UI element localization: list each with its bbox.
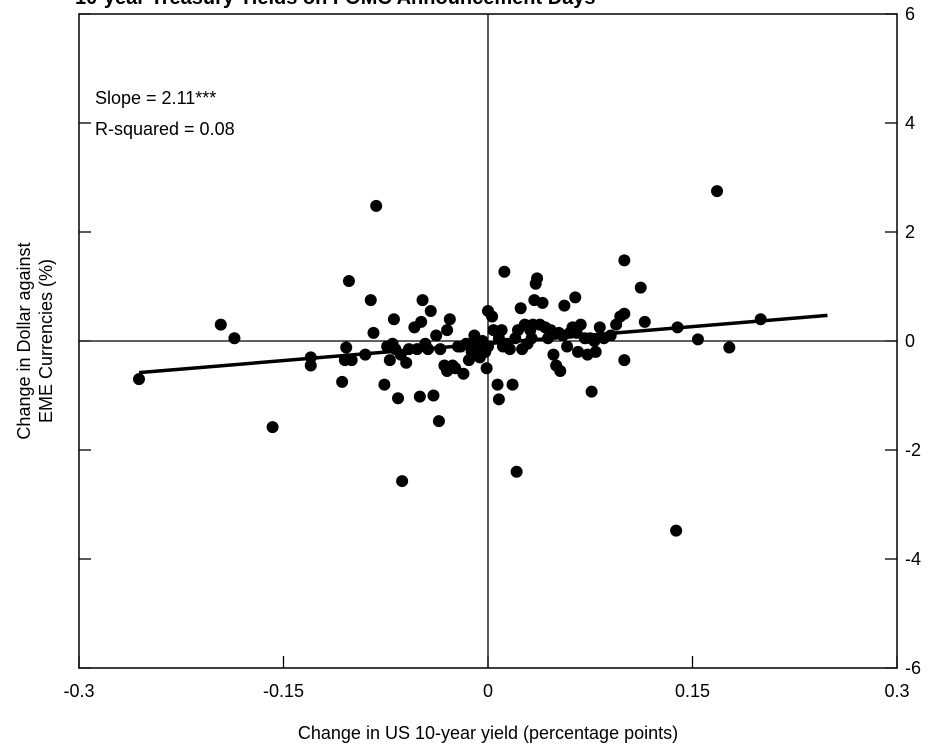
r-squared-annotation: R-squared = 0.08 bbox=[95, 119, 235, 139]
data-point bbox=[561, 340, 574, 353]
data-point bbox=[370, 199, 383, 212]
data-point bbox=[214, 318, 227, 331]
data-point bbox=[593, 321, 606, 334]
y-axis-title-line2: EME Currencies (%) bbox=[36, 259, 56, 423]
axis-ticks: -0.3 -0.15 0 0.15 0.3 -6 -4 -2 0 2 4 6 bbox=[63, 4, 921, 701]
x-tick-label: 0.3 bbox=[884, 681, 909, 701]
data-point bbox=[413, 390, 426, 403]
data-point bbox=[670, 524, 683, 537]
data-point bbox=[342, 275, 355, 288]
data-point bbox=[723, 341, 736, 354]
data-point bbox=[345, 354, 358, 367]
data-point bbox=[574, 318, 587, 331]
y-tick-label: -6 bbox=[905, 658, 921, 678]
data-point bbox=[427, 389, 440, 402]
data-point bbox=[531, 272, 544, 285]
data-point bbox=[588, 335, 601, 347]
y-tick-label: 6 bbox=[905, 4, 915, 24]
data-point bbox=[424, 305, 437, 318]
y-tick-label: 2 bbox=[905, 222, 915, 242]
data-points bbox=[132, 185, 767, 537]
data-point bbox=[571, 345, 584, 358]
data-point bbox=[638, 315, 651, 328]
data-point bbox=[514, 302, 527, 315]
data-point bbox=[506, 378, 519, 391]
data-point bbox=[554, 364, 567, 377]
data-point bbox=[364, 294, 377, 307]
data-point bbox=[396, 475, 409, 488]
slope-annotation: Slope = 2.11*** bbox=[95, 88, 216, 108]
data-point bbox=[441, 324, 454, 337]
data-point bbox=[378, 378, 391, 391]
data-point bbox=[387, 313, 400, 326]
data-point bbox=[510, 465, 523, 478]
data-point bbox=[634, 281, 647, 294]
x-tick-label: -0.3 bbox=[63, 681, 94, 701]
data-point bbox=[132, 373, 145, 386]
y-axis-title: Change in Dollar against EME Currencies … bbox=[14, 242, 56, 439]
data-point bbox=[340, 341, 353, 354]
data-point bbox=[304, 359, 317, 372]
data-point bbox=[266, 421, 279, 434]
x-tick-label: 0 bbox=[483, 681, 493, 701]
data-point bbox=[416, 294, 429, 307]
data-point bbox=[547, 348, 560, 361]
data-point bbox=[336, 375, 349, 388]
data-point bbox=[480, 362, 493, 375]
data-point bbox=[503, 343, 516, 356]
data-point bbox=[498, 265, 511, 278]
data-point bbox=[618, 254, 631, 267]
data-point bbox=[486, 310, 499, 323]
data-point bbox=[618, 307, 631, 320]
y-axis-title-line1: Change in Dollar against bbox=[14, 242, 34, 439]
data-point bbox=[228, 332, 241, 345]
x-tick-label: 0.15 bbox=[675, 681, 710, 701]
regression-line bbox=[138, 313, 828, 375]
data-point bbox=[430, 329, 443, 342]
y-tick-label: 4 bbox=[905, 113, 915, 133]
data-point bbox=[415, 315, 428, 328]
data-point bbox=[400, 356, 413, 369]
data-point bbox=[558, 299, 571, 312]
y-tick-label: -4 bbox=[905, 549, 921, 569]
data-point bbox=[691, 333, 704, 346]
data-point bbox=[569, 291, 582, 304]
data-point bbox=[618, 354, 631, 367]
data-point bbox=[589, 345, 602, 358]
data-point bbox=[457, 367, 470, 380]
data-point bbox=[536, 296, 549, 309]
data-point bbox=[367, 326, 380, 339]
fit-line-group bbox=[138, 313, 828, 375]
data-point bbox=[443, 313, 456, 326]
data-point bbox=[383, 354, 396, 367]
y-tick-label: -2 bbox=[905, 440, 921, 460]
data-point bbox=[432, 415, 445, 428]
chart-title: 10-year Treasury Yields on FOMC Announce… bbox=[75, 0, 596, 9]
data-point bbox=[585, 385, 598, 398]
x-tick-label: -0.15 bbox=[263, 681, 304, 701]
y-tick-label: 0 bbox=[905, 331, 915, 351]
data-point bbox=[492, 393, 505, 406]
data-point bbox=[392, 392, 405, 405]
data-point bbox=[711, 185, 724, 198]
data-point bbox=[491, 378, 504, 391]
x-axis-title: Change in US 10-year yield (percentage p… bbox=[298, 723, 678, 743]
data-point bbox=[495, 324, 508, 337]
